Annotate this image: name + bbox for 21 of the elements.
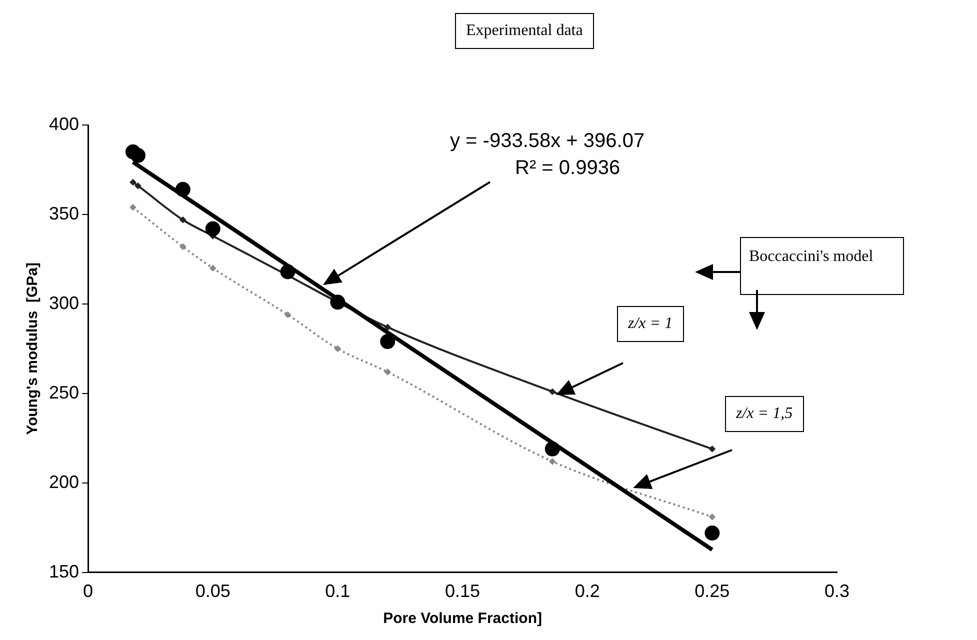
annotation: y = -933.58x + 396.07: [450, 130, 645, 153]
x-tick-label: 0.25: [694, 581, 730, 602]
text: Experimental data: [455, 13, 594, 49]
x-tick-label: 0.15: [444, 581, 480, 602]
y-tick-label: 200: [48, 472, 80, 492]
y-tick-label: 150: [48, 561, 80, 582]
y-tick-label: 250: [48, 382, 80, 402]
y-tick-label: 350: [48, 203, 80, 224]
y-tick-label: 300: [48, 292, 80, 313]
y-tick-label: 400: [48, 114, 80, 134]
annotation: R² = 0.9936: [515, 157, 620, 180]
x-tick-label: 0: [83, 581, 94, 602]
x-axis-title: Pore Volume Fraction]: [383, 610, 542, 628]
annotation: Boccaccini's model: [740, 237, 904, 295]
x-tick-label: 0.1: [325, 581, 350, 602]
x-tick-label: 0.3: [824, 581, 850, 602]
x-tick-label: 0.2: [574, 581, 600, 602]
x-tick-label: 0.05: [195, 581, 230, 602]
y-axis-title: Young's modulus [GPa]: [24, 262, 42, 435]
annotation: z/x = 1,5: [725, 396, 804, 432]
annotation: z/x = 1: [617, 306, 684, 342]
